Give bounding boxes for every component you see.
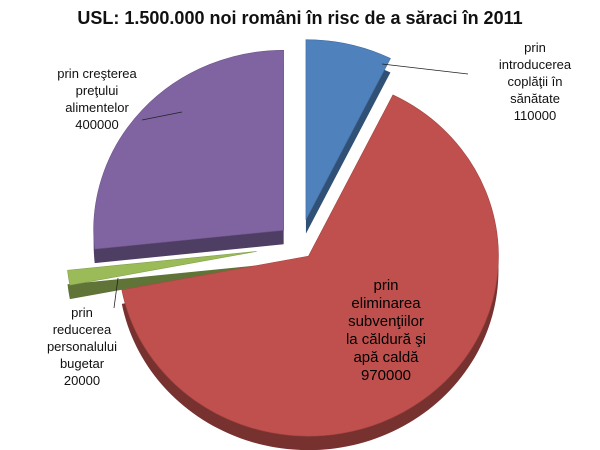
pie-slice-0 <box>305 39 391 220</box>
leader-line-2 <box>113 277 119 309</box>
slice-label-1-line-0: prin <box>373 277 398 294</box>
slice-label-2-line-2: personalului <box>47 339 117 354</box>
slice-label-0-line-4: 110000 <box>514 108 556 123</box>
leader-line-3 <box>141 111 183 121</box>
slice-label-3-line-2: alimentelor <box>65 100 129 115</box>
slice-label-0-line-0: prin <box>524 40 546 55</box>
slice-label-1-line-3: la căldură şi <box>346 331 426 348</box>
chart-title: USL: 1.500.000 noi români în risc de a s… <box>77 8 523 28</box>
slice-label-2-line-1: reducerea <box>53 322 112 337</box>
slice-label-3-line-1: preţului <box>76 83 119 98</box>
slice-label-1-line-1: eliminarea <box>351 295 421 312</box>
slice-label-3-line-0: prin creşterea <box>57 66 137 81</box>
pie-slice-1 <box>121 94 499 437</box>
pie-slice-2 <box>67 251 257 286</box>
leader-line-0 <box>381 63 469 75</box>
slice-label-0-line-1: introducerea <box>499 57 572 72</box>
slice-label-1-line-5: 970000 <box>361 367 411 384</box>
slice-label-1-line-4: apă caldă <box>353 349 419 366</box>
slice-label-2-line-0: prin <box>71 305 93 320</box>
slice-label-3-line-3: 400000 <box>75 117 118 132</box>
slice-label-2-line-4: 20000 <box>64 373 100 388</box>
slice-label-2-line-3: bugetar <box>60 356 105 371</box>
slice-label-0-line-2: coplăţii în <box>508 74 563 89</box>
slice-label-1-line-2: subvenţiilor <box>348 313 424 330</box>
pie-slice-3 <box>93 49 284 250</box>
slice-label-0-line-3: sănătate <box>510 91 560 106</box>
